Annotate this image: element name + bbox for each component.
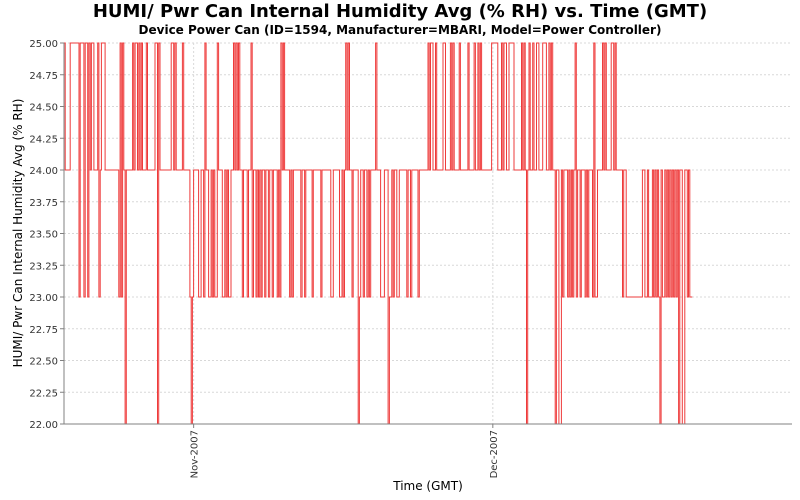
y-tick-label: 25.00: [29, 39, 58, 50]
y-tick-label: 22.00: [29, 420, 58, 431]
x-tick-label: Nov-2007: [190, 430, 201, 478]
x-axis-label: Time (GMT): [392, 479, 463, 493]
chart-title: HUMI/ Pwr Can Internal Humidity Avg (% R…: [92, 1, 708, 22]
y-tick-label: 23.25: [29, 261, 58, 272]
series-layer: [64, 42, 693, 425]
y-axis-label: HUMI/ Pwr Can Internal Humidity Avg (% R…: [11, 99, 25, 368]
x-tick-layer: Nov-2007 Dec-2007: [190, 424, 500, 478]
y-tick-label: 24.00: [29, 166, 58, 177]
y-tick-label: 22.25: [29, 388, 58, 399]
y-tick-label: 24.25: [29, 134, 58, 145]
y-tick-label: 24.50: [29, 103, 58, 114]
y-tick-label: 22.75: [29, 325, 58, 336]
series-line: [64, 42, 693, 425]
y-tick-label: 23.50: [29, 230, 58, 241]
y-tick-label: 24.75: [29, 71, 58, 82]
y-tick-label: 23.00: [29, 293, 58, 304]
y-tick-label: 22.50: [29, 357, 58, 368]
x-tick-label: Dec-2007: [489, 430, 500, 478]
y-tick-label: 23.75: [29, 198, 58, 209]
y-tick-layer: 22.00 22.25 22.50 22.75 23.00 23.25 23.50 23.75…: [29, 39, 64, 431]
chart-subtitle: Device Power Can (ID=1594, Manufacturer=…: [138, 23, 662, 37]
